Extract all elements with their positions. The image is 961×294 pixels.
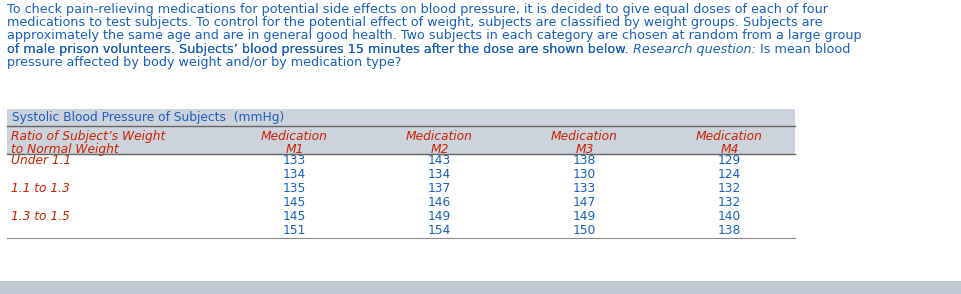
Text: 145: 145 — [283, 196, 307, 210]
Bar — [7, 109, 795, 126]
Text: 149: 149 — [428, 211, 451, 223]
Text: M2: M2 — [431, 143, 449, 156]
Text: 1.1 to 1.3: 1.1 to 1.3 — [11, 183, 70, 196]
Bar — [0, 281, 961, 294]
Bar — [7, 182, 795, 196]
Text: M3: M3 — [576, 143, 594, 156]
Text: 140: 140 — [718, 211, 741, 223]
Text: Medication: Medication — [696, 130, 763, 143]
Text: 133: 133 — [283, 155, 307, 168]
Text: 129: 129 — [718, 155, 741, 168]
Text: Medication: Medication — [551, 130, 618, 143]
Text: Under 1.1: Under 1.1 — [11, 155, 71, 168]
Text: pressure affected by body weight and/or by medication type?: pressure affected by body weight and/or … — [7, 56, 402, 69]
Text: 138: 138 — [573, 155, 596, 168]
Text: 1.3 to 1.5: 1.3 to 1.5 — [11, 211, 70, 223]
Text: 132: 132 — [718, 196, 741, 210]
Text: To check pain-relieving medications for potential side effects on blood pressure: To check pain-relieving medications for … — [7, 3, 828, 16]
Text: 147: 147 — [573, 196, 596, 210]
Text: 134: 134 — [428, 168, 451, 181]
Text: of male prison volunteers. Subjects’ blood pressures 15 minutes after the dose a: of male prison volunteers. Subjects’ blo… — [7, 43, 632, 56]
Bar — [7, 224, 795, 238]
Text: Medication: Medication — [261, 130, 328, 143]
Bar — [7, 126, 795, 154]
Text: Research question:: Research question: — [632, 43, 755, 56]
Text: Ratio of Subject’s Weight: Ratio of Subject’s Weight — [11, 130, 165, 143]
Text: 124: 124 — [718, 168, 741, 181]
Text: to Normal Weight: to Normal Weight — [11, 143, 118, 156]
Text: 134: 134 — [283, 168, 307, 181]
Bar — [7, 196, 795, 210]
Text: Medication: Medication — [407, 130, 473, 143]
Text: 137: 137 — [428, 183, 451, 196]
Text: 132: 132 — [718, 183, 741, 196]
Text: approximately the same age and are in general good health. Two subjects in each : approximately the same age and are in ge… — [7, 29, 862, 42]
Text: Systolic Blood Pressure of Subjects  (mmHg): Systolic Blood Pressure of Subjects (mmH… — [12, 111, 284, 124]
Text: 130: 130 — [573, 168, 596, 181]
Bar — [7, 210, 795, 224]
Text: M4: M4 — [721, 143, 739, 156]
Text: 149: 149 — [573, 211, 596, 223]
Text: 154: 154 — [428, 225, 451, 238]
Text: 151: 151 — [283, 225, 307, 238]
Text: 146: 146 — [428, 196, 451, 210]
Bar — [7, 154, 795, 168]
Bar — [7, 168, 795, 182]
Text: 138: 138 — [718, 225, 741, 238]
Text: 145: 145 — [283, 211, 307, 223]
Text: Is mean blood: Is mean blood — [755, 43, 850, 56]
Text: 135: 135 — [283, 183, 307, 196]
Text: of male prison volunteers. Subjects’ blood pressures 15 minutes after the dose a: of male prison volunteers. Subjects’ blo… — [7, 43, 632, 56]
Text: 143: 143 — [428, 155, 451, 168]
Text: 133: 133 — [573, 183, 596, 196]
Text: medications to test subjects. To control for the potential effect of weight, sub: medications to test subjects. To control… — [7, 16, 823, 29]
Text: M1: M1 — [285, 143, 304, 156]
Text: 150: 150 — [573, 225, 596, 238]
